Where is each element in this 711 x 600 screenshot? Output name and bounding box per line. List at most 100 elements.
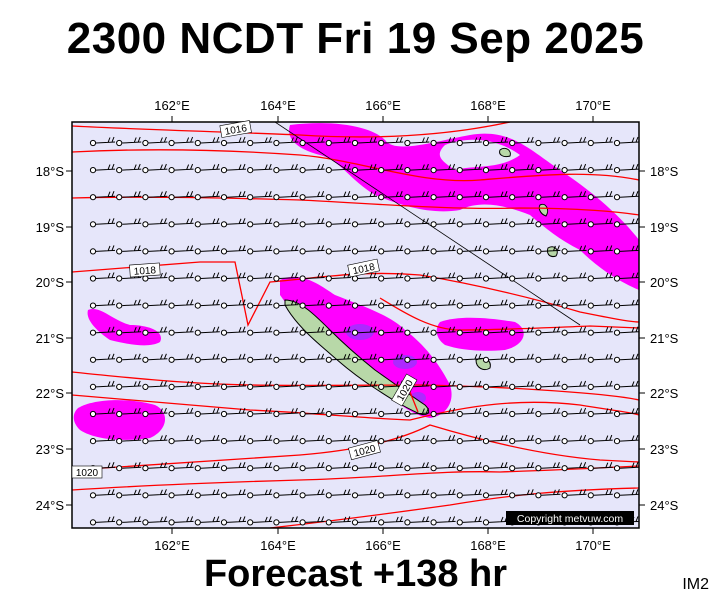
wind-barb (619, 245, 639, 252)
wind-barb (567, 163, 587, 171)
wind-barb (646, 489, 665, 495)
wind-station (404, 194, 411, 201)
wind-barb (122, 434, 142, 442)
wind-barb (436, 353, 456, 361)
lat-label: 18°S (650, 164, 679, 179)
wind-barb (410, 353, 430, 361)
wind-station (325, 438, 332, 445)
wind-station (273, 465, 280, 472)
wind-station (378, 275, 385, 282)
wind-station (404, 275, 411, 282)
wind-station (535, 410, 542, 418)
wind-barb (619, 380, 639, 388)
wind-barb (95, 380, 116, 388)
wind-station (273, 167, 280, 174)
wind-station (220, 221, 228, 228)
wind-station (351, 167, 359, 174)
wind-station (482, 167, 490, 174)
wind-barb (541, 272, 561, 279)
wind-station (404, 139, 411, 147)
wind-station (194, 438, 201, 445)
wind-station (613, 438, 621, 445)
wind-barb (384, 299, 404, 307)
wind-barb (462, 489, 482, 496)
wind-station (509, 248, 516, 255)
wind-barb (488, 326, 509, 334)
wind-barb (174, 489, 194, 496)
wind-barb (515, 462, 535, 469)
wind-barb (305, 136, 325, 144)
wind-barb (384, 272, 404, 279)
wind-barb (541, 136, 561, 144)
wind-barb (436, 245, 456, 252)
wind-barb (384, 462, 404, 469)
wind-barb (200, 136, 220, 144)
wind-station (482, 194, 490, 201)
wind-station (325, 275, 332, 282)
wind-barb (593, 136, 613, 144)
wind-station (351, 383, 359, 390)
wind-barb (462, 136, 482, 144)
wind-station (641, 195, 646, 200)
wind-station (168, 194, 175, 201)
wind-barb (253, 136, 273, 144)
wind-station (325, 248, 332, 255)
wind-station (194, 167, 201, 174)
wind-station (535, 329, 542, 336)
wind-station (535, 383, 542, 390)
wind-barb (279, 462, 299, 469)
wind-station (587, 410, 594, 418)
wind-station (378, 519, 385, 526)
wind-station (430, 248, 437, 255)
wind-station (168, 438, 175, 445)
wind-barb (488, 136, 509, 144)
wind-station (299, 167, 306, 174)
wind-barb (436, 136, 456, 144)
wind-station (482, 356, 490, 363)
wind-barb (226, 299, 247, 307)
wind-barb (253, 191, 273, 198)
wind-barb (174, 326, 194, 334)
wind-barb (593, 434, 613, 442)
lon-label: 162°E (154, 538, 190, 553)
wind-barb (148, 218, 168, 225)
wind-barb (567, 245, 587, 252)
wind-barb (174, 434, 194, 442)
wind-barb (462, 163, 482, 171)
wind-station (482, 248, 490, 255)
wind-station (587, 465, 594, 472)
wind-station (220, 410, 228, 418)
wind-station (587, 167, 594, 174)
wind-station (641, 330, 646, 335)
wind-barb (357, 136, 378, 144)
wind-station (404, 356, 411, 363)
wind-barb (279, 434, 299, 442)
wind-station (273, 410, 280, 418)
wind-barb (200, 516, 220, 523)
wind-barb (122, 516, 142, 523)
wind-station (561, 356, 568, 363)
wind-station (378, 492, 385, 499)
lat-label: 23°S (650, 442, 679, 457)
wind-barb (541, 407, 561, 415)
wind-station (220, 167, 228, 174)
wind-station (587, 329, 594, 336)
wind-station (89, 438, 97, 445)
wind-station (456, 356, 463, 363)
wind-barb (410, 516, 430, 523)
wind-barb (200, 434, 220, 442)
wind-barb (436, 380, 456, 388)
wind-barb (515, 218, 535, 225)
isobar-labels: 1016 1018 1018 1020 1020 1020 (71, 120, 418, 479)
isobar-label: 1018 (133, 265, 156, 278)
wind-barb (410, 380, 430, 388)
wind-barb (541, 299, 561, 307)
wind-station (247, 356, 254, 363)
wind-barb (305, 191, 325, 198)
lat-label: 22°S (36, 386, 65, 401)
wind-station (378, 302, 385, 309)
lat-label: 20°S (650, 275, 679, 290)
wind-barb (462, 245, 482, 252)
wind-barb (305, 353, 325, 361)
wind-station (456, 248, 463, 255)
